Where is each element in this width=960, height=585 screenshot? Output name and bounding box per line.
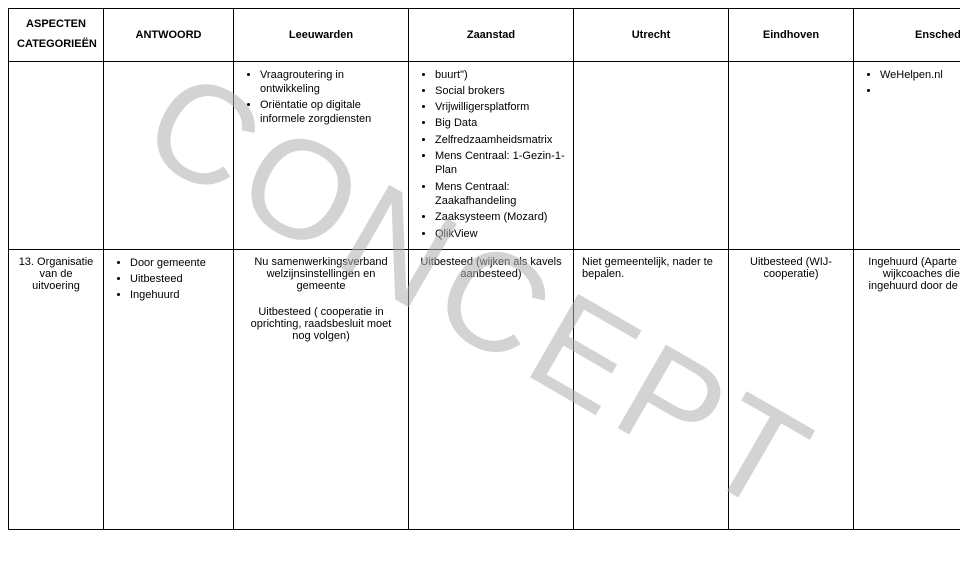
header-zaanstad: Zaanstad: [409, 9, 574, 62]
header-row: ASPECTEN CATEGORIEËN ANTWOORD Leeuwarden…: [9, 9, 960, 62]
list-r1-c3: buurt") Social brokers Vrijwilligersplat…: [417, 68, 565, 241]
cell-r1-c1: [104, 61, 234, 249]
list-r2-c1: Door gemeente Uitbesteed Ingehuurd: [112, 256, 225, 303]
header-enschede: Enschede: [854, 9, 960, 62]
list-item: Mens Centraal: 1-Gezin-1-Plan: [435, 149, 565, 178]
list-item: Zelfredzaamheidsmatrix: [435, 133, 565, 147]
cell-r2-c0: 13. Organisatie van de uitvoering: [9, 249, 104, 529]
header-aspecten-line1: ASPECTEN: [17, 15, 95, 35]
header-eindhoven: Eindhoven: [729, 9, 854, 62]
header-leeuwarden: Leeuwarden: [234, 9, 409, 62]
cell-r2-c4: Niet gemeentelijk, nader te bepalen.: [574, 249, 729, 529]
header-utrecht: Utrecht: [574, 9, 729, 62]
cell-r2-c5: Uitbesteed (WIJ-cooperatie): [729, 249, 854, 529]
table-row: Vraagroutering in ontwikkeling Oriëntati…: [9, 61, 960, 249]
cell-r1-c0: [9, 61, 104, 249]
header-aspecten: ASPECTEN CATEGORIEËN: [9, 9, 104, 62]
cell-r1-c2: Vraagroutering in ontwikkeling Oriëntati…: [234, 61, 409, 249]
list-item: Social brokers: [435, 84, 565, 98]
list-r1-c2: Vraagroutering in ontwikkeling Oriëntati…: [242, 68, 400, 127]
list-item: Vrijwilligersplatform: [435, 100, 565, 114]
header-antwoord: ANTWOORD: [104, 9, 234, 62]
header-aspecten-line2: CATEGORIEËN: [17, 35, 95, 55]
list-item: Vraagroutering in ontwikkeling: [260, 68, 400, 97]
cell-r1-c4: [574, 61, 729, 249]
list-item: Oriëntatie op digitale informele zorgdie…: [260, 98, 400, 127]
cell-r2-c2: Nu samenwerkingsverband welzijnsinstelli…: [234, 249, 409, 529]
list-item: Ingehuurd: [130, 288, 225, 302]
list-item: Door gemeente: [130, 256, 225, 270]
cell-r2-c2-main: Nu samenwerkingsverband welzijnsinstelli…: [242, 256, 400, 292]
cell-r1-c3: buurt") Social brokers Vrijwilligersplat…: [409, 61, 574, 249]
list-item: Mens Centraal: Zaakafhandeling: [435, 180, 565, 209]
list-item: Big Data: [435, 116, 565, 130]
cell-r2-c3: Uitbesteed (wijken als kavels aanbesteed…: [409, 249, 574, 529]
list-item: WeHelpen.nl: [880, 68, 960, 82]
list-item: buurt"): [435, 68, 565, 82]
list-item: QlikView: [435, 227, 565, 241]
cell-r2-c1: Door gemeente Uitbesteed Ingehuurd: [104, 249, 234, 529]
list-item: Zaaksysteem (Mozard): [435, 210, 565, 224]
list-item: [880, 84, 960, 98]
comparison-table: ASPECTEN CATEGORIEËN ANTWOORD Leeuwarden…: [8, 8, 960, 530]
list-r1-c6: WeHelpen.nl: [862, 68, 960, 99]
cell-r1-c6: WeHelpen.nl: [854, 61, 960, 249]
list-item: Uitbesteed: [130, 272, 225, 286]
cell-r2-c2-sub: Uitbesteed ( cooperatie in oprichting, r…: [242, 306, 400, 342]
table-row: 13. Organisatie van de uitvoering Door g…: [9, 249, 960, 529]
cell-r2-c6: Ingehuurd (Aparte entiteit met wijkcoach…: [854, 249, 960, 529]
cell-r1-c5: [729, 61, 854, 249]
